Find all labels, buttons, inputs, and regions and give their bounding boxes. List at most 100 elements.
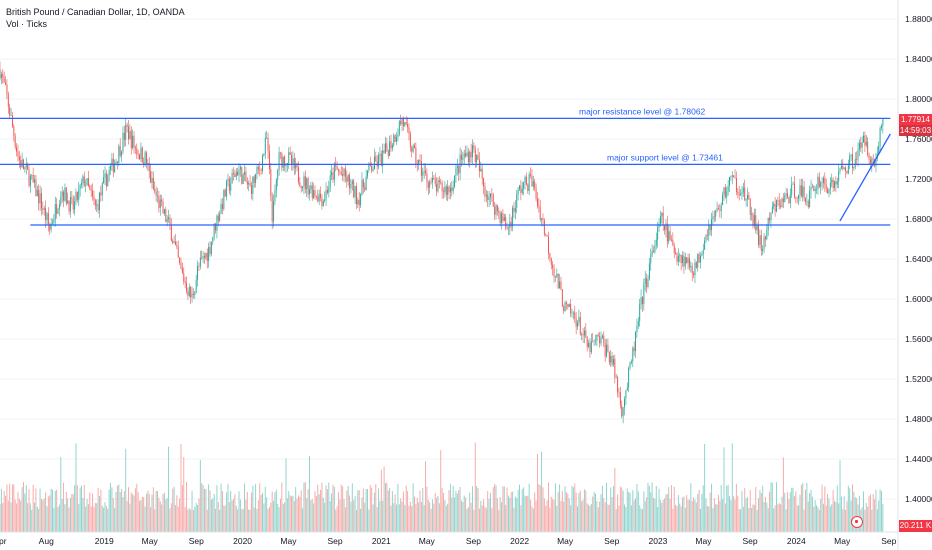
candle-body [277,169,279,180]
candle-body [259,169,261,171]
candle-body [549,253,551,258]
candle-body [553,268,555,277]
volume-indicator-label[interactable]: Vol · Ticks [6,19,48,29]
candle-body [188,286,190,296]
volume-bar [295,487,297,532]
volume-bar [867,506,869,532]
volume-bar [868,496,870,532]
volume-bar [684,507,686,532]
volume-bar [9,483,11,532]
volume-bar [488,498,490,532]
volume-bar [237,509,239,532]
volume-bar [286,498,288,532]
volume-bar [241,509,243,532]
candle-body [775,200,777,212]
candle-body [368,163,370,171]
candle-body [672,239,674,246]
volume-bar [635,498,637,532]
volume-bar [56,489,58,532]
candle-body [447,186,449,195]
volume-bar [650,492,652,532]
candle-body [53,219,55,223]
volume-bar [282,504,284,532]
volume-bar [423,505,425,532]
volume-bar [536,453,538,532]
volume-bar [653,497,654,532]
volume-bar [140,500,142,532]
candle-body [472,145,474,158]
candle-body [397,134,399,138]
volume-bar [221,490,223,532]
volume-bar [96,503,98,532]
candle-body [98,192,100,211]
symbol-title[interactable]: British Pound / Canadian Dollar, 1D, OAN… [6,7,185,17]
trend-line[interactable] [839,133,891,222]
volume-bar [419,490,421,532]
candle-body [56,204,58,214]
volume-bar [233,498,234,532]
candle-body [425,170,427,174]
candle-body [36,189,38,197]
volume-bar [315,496,317,532]
candle-body [782,198,784,202]
time-tick-label: Sep [881,536,896,546]
volume-bar [572,487,574,532]
volume-bar [172,488,174,532]
candle-body [741,192,743,195]
candle-body [35,179,37,197]
time-tick-label: May [280,536,297,546]
candle-body [104,173,106,178]
candle-body [792,183,794,185]
volume-bar [527,495,529,532]
candle-body [249,183,251,186]
price-tick-label: 1.40000 [905,494,932,504]
volume-bar [818,509,820,532]
candle-body [657,226,659,240]
volume-bar [317,484,319,532]
volume-bar [409,501,411,532]
candle-body [675,252,677,255]
volume-bar [767,508,769,532]
volume-bar [672,509,674,532]
candle-body [90,189,92,191]
volume-bar [320,489,322,532]
candle-body [799,185,801,195]
volume-bar [706,505,708,532]
volume-bar [607,504,609,532]
candle-body [875,158,877,166]
volume-bar [310,500,312,532]
volume-bar [239,499,241,532]
candle-body [72,199,74,210]
volume-bar [476,485,478,532]
candle-body [445,186,447,195]
candle-body [198,265,200,267]
time-axis[interactable]: Apr Aug 2019 May Sep 2020 May Sep 2021 May Sep 2022… [0,536,897,546]
volume-bar [304,482,306,532]
candle-body [220,203,222,214]
flag-icon[interactable] [851,516,863,528]
candle-body [314,190,316,197]
candle-body [821,182,823,184]
volume-bar [226,492,228,532]
candle-body [179,257,181,263]
candle-body [349,175,351,189]
candle-body [268,151,270,170]
candle-body [861,142,863,148]
candle-body [274,190,276,202]
volume-bar [407,490,409,532]
candle-body [324,199,326,202]
candle-body [469,151,471,163]
price-axis[interactable]: 1.88000 1.84000 1.80000 1.76000 1.72000 1.680… [905,14,932,504]
candle-body [168,217,170,220]
candle-body [183,272,185,282]
volume-bars [0,442,884,532]
candle-body [869,159,871,165]
level-lines[interactable] [0,117,891,226]
volume-bar [86,498,88,532]
volume-bar [828,498,830,532]
candle-body [614,358,616,378]
volume-bar [371,487,373,532]
candle-body [456,165,458,168]
candle-body [543,220,545,235]
